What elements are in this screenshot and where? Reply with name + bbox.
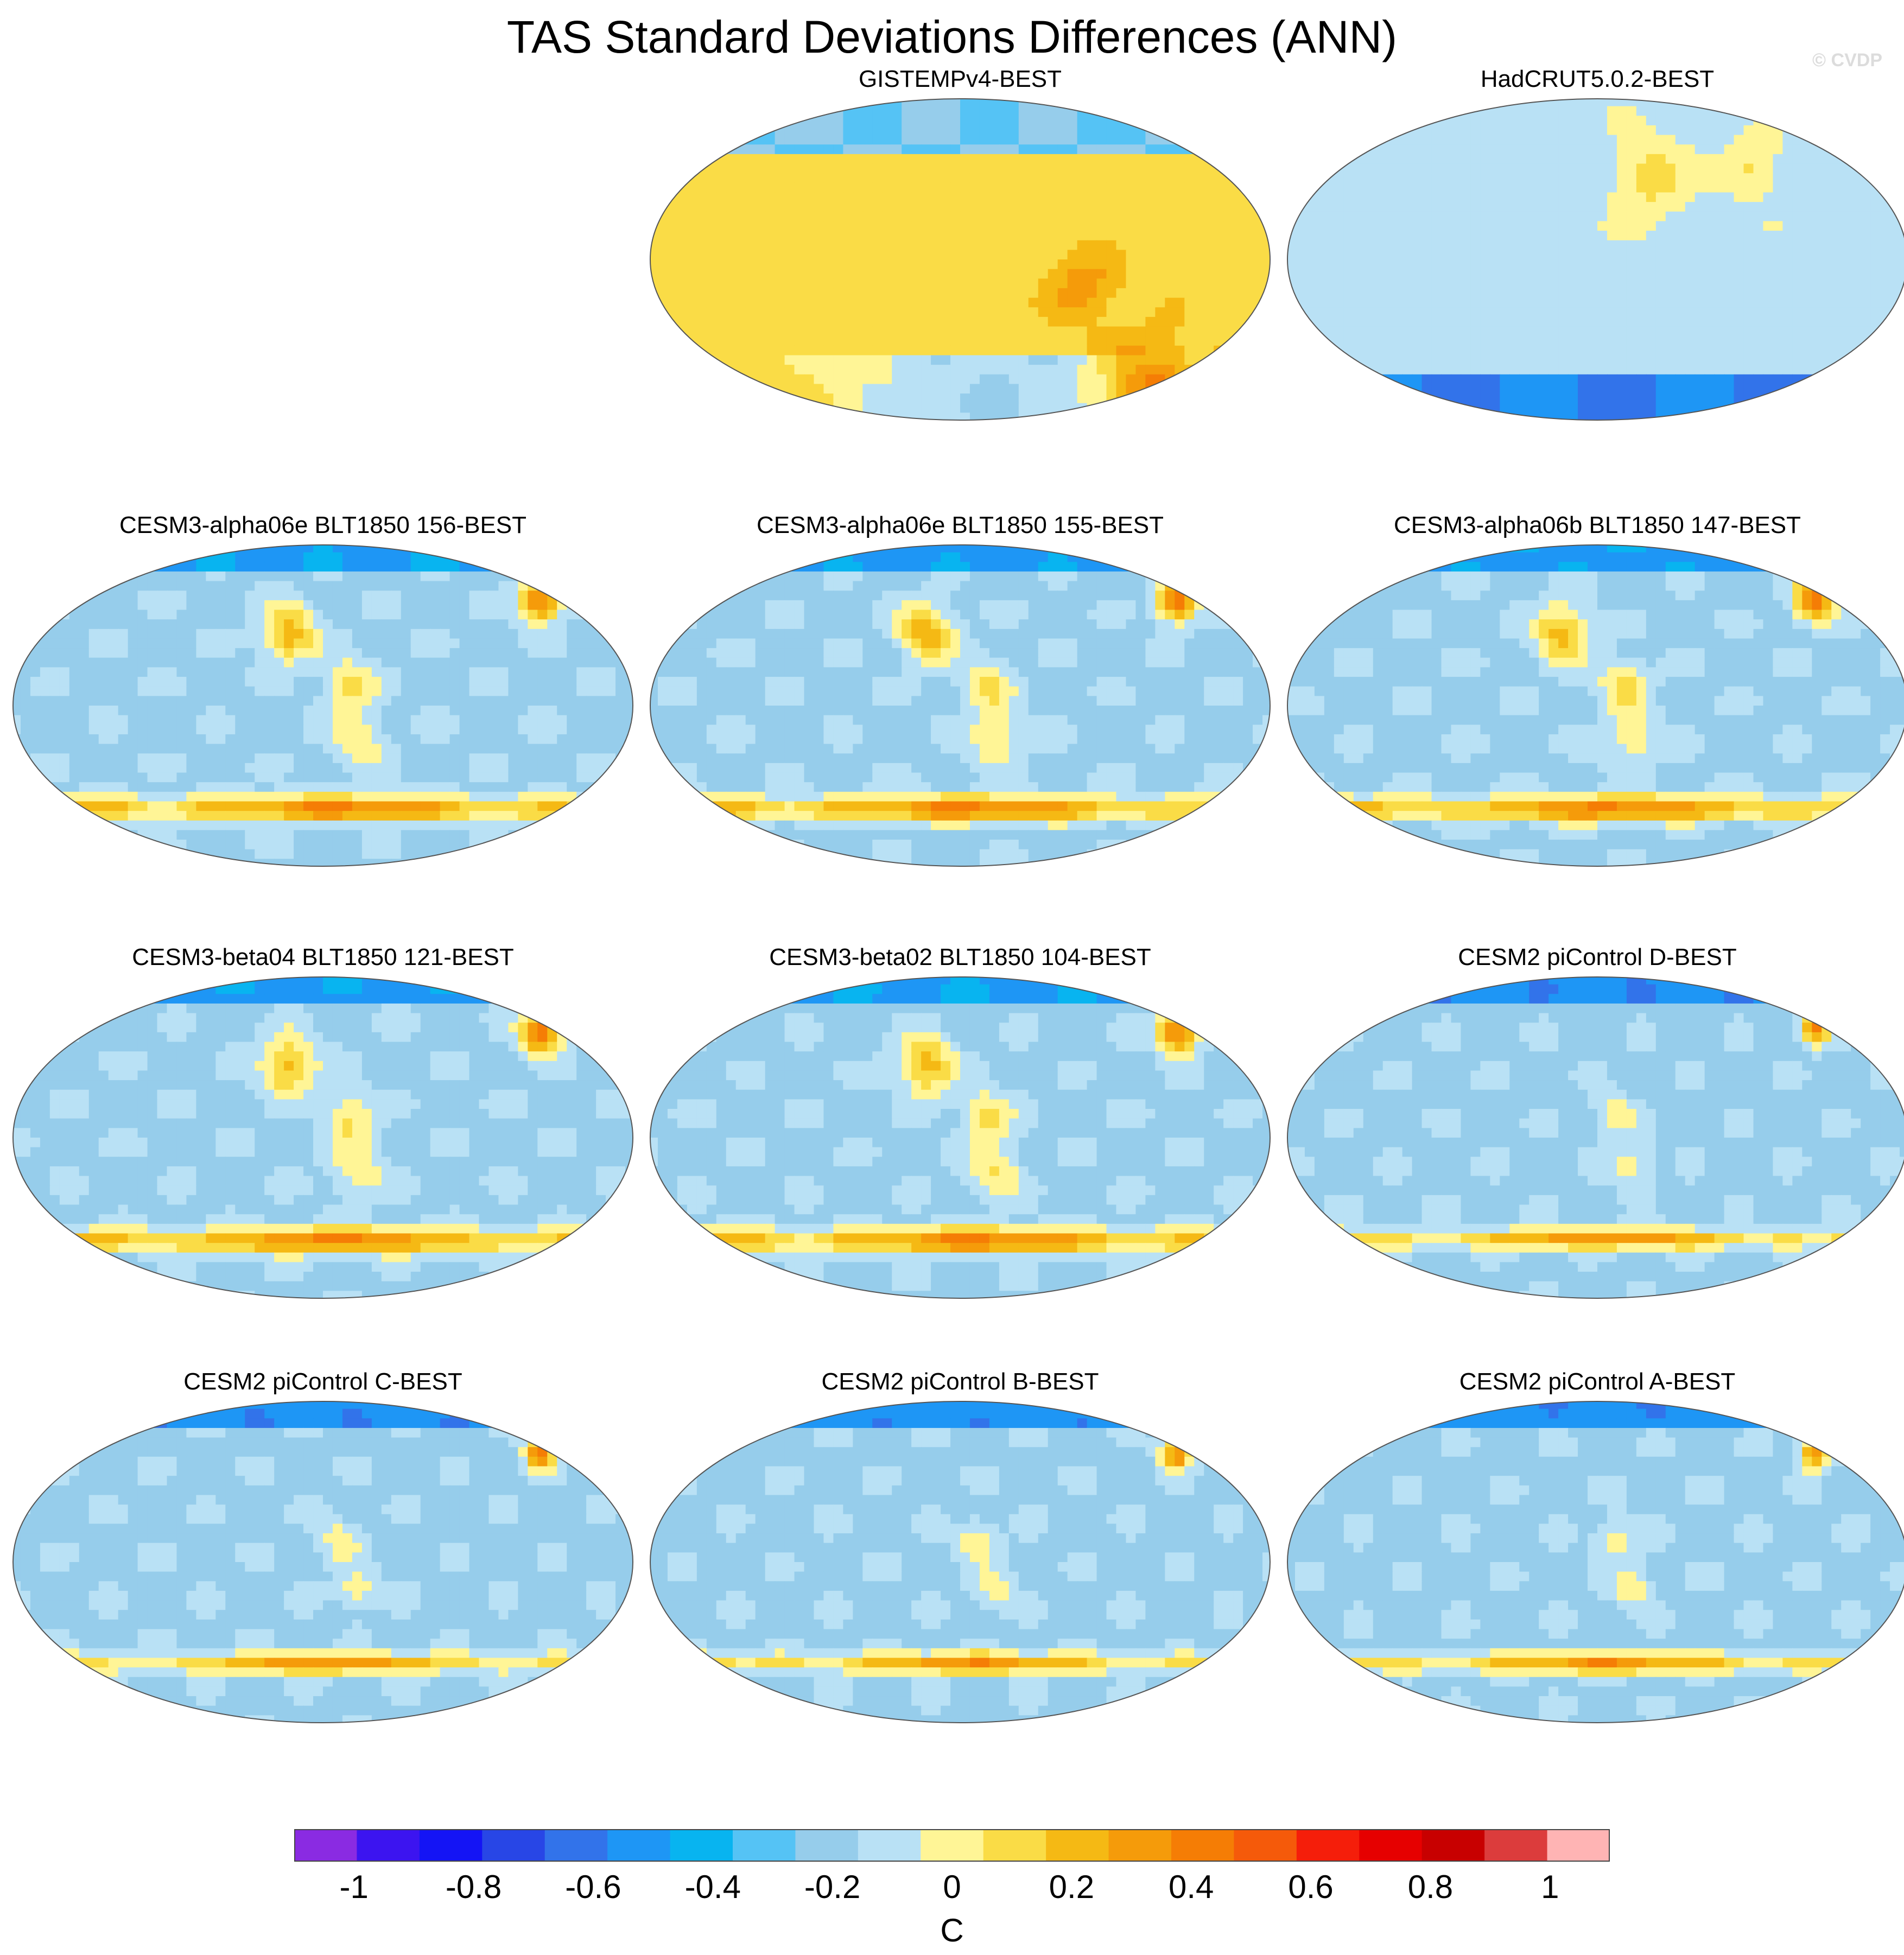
map-boundary xyxy=(650,544,1271,867)
map-boundary xyxy=(1287,98,1904,421)
watermark: © CVDP xyxy=(1812,50,1882,71)
colorbar-tick-label: 0.2 xyxy=(1049,1868,1094,1906)
colorbar-swatch xyxy=(1108,1829,1172,1862)
robinson-map xyxy=(12,544,633,867)
robinson-map xyxy=(650,1401,1271,1723)
panel-title: CESM3-alpha06e BLT1850 156-BEST xyxy=(11,511,635,539)
colorbar-tick-label: -0.2 xyxy=(804,1868,860,1906)
map-panel: CESM2 piControl D-BEST xyxy=(1285,943,1904,1303)
map-panel: HadCRUT5.0.2-BEST xyxy=(1285,65,1904,424)
map-boundary xyxy=(650,1401,1271,1723)
colorbar-swatch xyxy=(544,1829,608,1862)
map-boundary xyxy=(12,976,633,1299)
map-panel: CESM3-beta02 BLT1850 104-BEST xyxy=(648,943,1272,1303)
robinson-map xyxy=(12,976,633,1299)
map-panel: CESM3-alpha06e BLT1850 156-BEST xyxy=(11,511,635,871)
map-boundary xyxy=(1287,544,1904,867)
panel-title: HadCRUT5.0.2-BEST xyxy=(1285,65,1904,93)
map-boundary xyxy=(650,976,1271,1299)
field-cells xyxy=(650,545,1270,866)
colorbar-tick-label: -0.6 xyxy=(565,1868,621,1906)
robinson-map xyxy=(650,976,1271,1299)
map-panel: CESM2 piControl B-BEST xyxy=(648,1368,1272,1727)
colorbar-tick-label: -1 xyxy=(339,1868,368,1906)
robinson-map xyxy=(1287,98,1904,421)
colorbar-swatch xyxy=(733,1829,796,1862)
robinson-map xyxy=(1287,1401,1904,1723)
panel-title: CESM3-alpha06b BLT1850 147-BEST xyxy=(1285,511,1904,539)
colorbar-swatch xyxy=(482,1829,545,1862)
robinson-map xyxy=(1287,544,1904,867)
colorbar-swatch xyxy=(983,1829,1046,1862)
colorbar-swatch xyxy=(294,1829,357,1862)
panel-title: CESM2 piControl C-BEST xyxy=(11,1368,635,1396)
colorbar-tick-label: 0.8 xyxy=(1408,1868,1453,1906)
colorbar-swatch xyxy=(357,1829,420,1862)
map-boundary xyxy=(12,544,633,867)
map-boundary xyxy=(12,1401,633,1723)
colorbar-tick-label: -0.8 xyxy=(446,1868,502,1906)
colorbar-swatch xyxy=(607,1829,671,1862)
colorbar-swatch xyxy=(1421,1829,1485,1862)
chart-title: TAS Standard Deviations Differences (ANN… xyxy=(0,10,1904,64)
map-panel: GISTEMPv4-BEST xyxy=(648,65,1272,424)
colorbar-tick-label: 0 xyxy=(943,1868,961,1906)
panel-title: CESM2 piControl B-BEST xyxy=(648,1368,1272,1396)
colorbar-swatch xyxy=(1547,1829,1610,1862)
colorbar-tick-label: 0.4 xyxy=(1169,1868,1214,1906)
robinson-map xyxy=(12,1401,633,1723)
colorbar-swatch xyxy=(1484,1829,1548,1862)
map-panel: CESM3-alpha06b BLT1850 147-BEST xyxy=(1285,511,1904,871)
colorbar-swatch xyxy=(419,1829,483,1862)
colorbar-swatch xyxy=(1171,1829,1234,1862)
map-panel: CESM2 piControl C-BEST xyxy=(11,1368,635,1727)
colorbar xyxy=(294,1829,1610,1862)
robinson-map xyxy=(650,98,1271,421)
panel-title: CESM2 piControl A-BEST xyxy=(1285,1368,1904,1396)
colorbar-tick-label: 1 xyxy=(1541,1868,1559,1906)
colorbar-swatch xyxy=(670,1829,733,1862)
panel-title: CESM3-beta04 BLT1850 121-BEST xyxy=(11,943,635,972)
colorbar-units: C xyxy=(940,1912,963,1950)
robinson-map xyxy=(650,544,1271,867)
panel-title: CESM3-alpha06e BLT1850 155-BEST xyxy=(648,511,1272,539)
panel-title: CESM3-beta02 BLT1850 104-BEST xyxy=(648,943,1272,972)
panel-title: GISTEMPv4-BEST xyxy=(648,65,1272,93)
map-boundary xyxy=(1287,976,1904,1299)
map-boundary xyxy=(1287,1401,1904,1723)
panel-title: CESM2 piControl D-BEST xyxy=(1285,943,1904,972)
colorbar-swatch xyxy=(858,1829,921,1862)
robinson-map xyxy=(1287,976,1904,1299)
map-boundary xyxy=(650,98,1271,421)
map-panel: CESM3-beta04 BLT1850 121-BEST xyxy=(11,943,635,1303)
map-panel: CESM3-alpha06e BLT1850 155-BEST xyxy=(648,511,1272,871)
colorbar-tick-label: 0.6 xyxy=(1288,1868,1333,1906)
colorbar-swatch xyxy=(1296,1829,1360,1862)
colorbar-swatch xyxy=(1359,1829,1423,1862)
colorbar-swatch xyxy=(1046,1829,1109,1862)
colorbar-tick-label: -0.4 xyxy=(685,1868,741,1906)
colorbar-swatch xyxy=(795,1829,859,1862)
colorbar-swatch xyxy=(921,1829,984,1862)
colorbar-swatch xyxy=(1234,1829,1297,1862)
map-panel: CESM2 piControl A-BEST xyxy=(1285,1368,1904,1727)
